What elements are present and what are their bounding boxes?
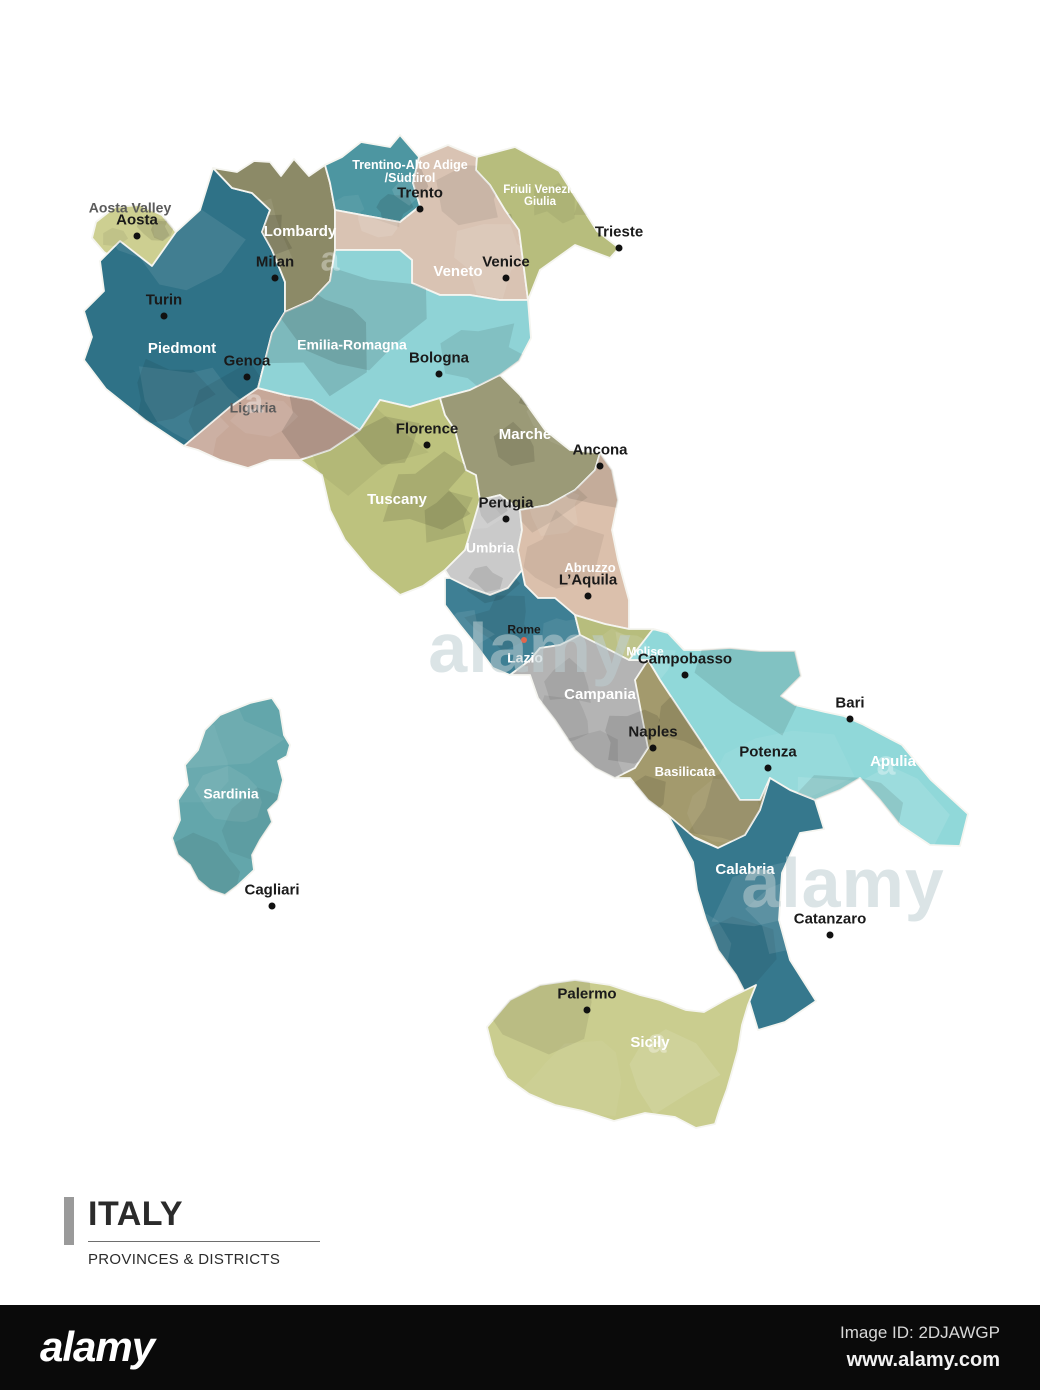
svg-text:alamy: alamy [40,1323,158,1370]
